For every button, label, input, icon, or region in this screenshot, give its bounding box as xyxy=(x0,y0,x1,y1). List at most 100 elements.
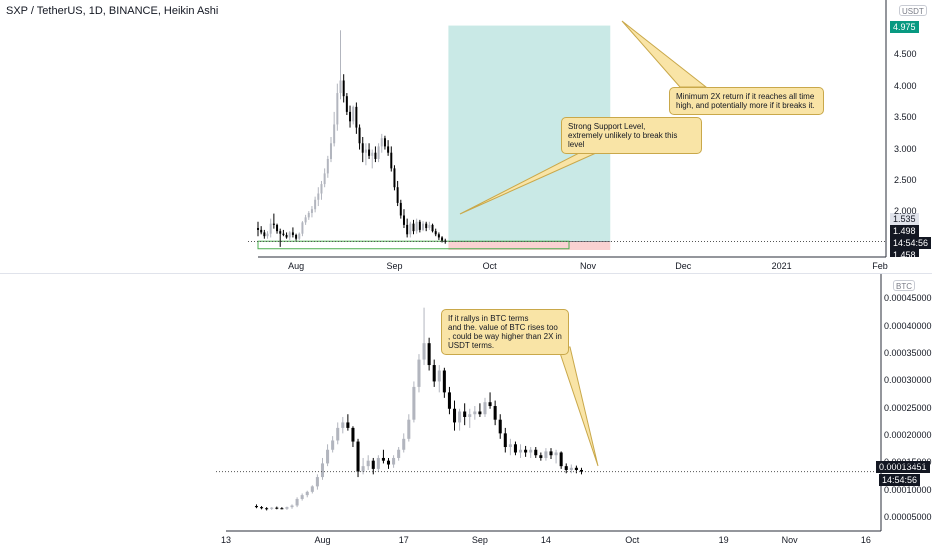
candle-body xyxy=(483,402,487,415)
candle-body xyxy=(425,223,428,229)
candle-body xyxy=(361,143,364,153)
btc-currency-badge[interactable]: BTC xyxy=(893,280,915,291)
candle-body xyxy=(402,438,406,450)
candle-body xyxy=(534,449,538,456)
candle-body xyxy=(431,224,434,232)
candle-body xyxy=(478,411,482,415)
candle-body xyxy=(377,146,380,159)
btc-countdown-timer: 14:54:56 xyxy=(879,474,921,486)
candle-body xyxy=(432,365,436,382)
candle-body xyxy=(381,457,385,461)
btc-time-tick: 17 xyxy=(398,535,409,545)
candle-body xyxy=(412,223,415,232)
btc-time-tick: 14 xyxy=(540,535,551,545)
btc-scale-label: 0.00035000 xyxy=(884,348,932,359)
candle-body xyxy=(412,386,416,420)
candle-body xyxy=(422,223,425,230)
usdt-time-tick: Nov xyxy=(580,261,597,271)
candle-body xyxy=(407,419,411,439)
candle-body xyxy=(418,221,421,230)
target-note[interactable]: Minimum 2X return if it reaches all time… xyxy=(669,87,824,115)
candle-body xyxy=(393,168,396,188)
btc-scale-label: 0.00020000 xyxy=(884,430,932,441)
usdt-scale-label: 3.000 xyxy=(894,143,917,154)
candle-body xyxy=(513,444,517,453)
candle-body xyxy=(257,228,259,230)
candle-body xyxy=(331,440,335,450)
candle-body xyxy=(579,469,583,472)
candle-body xyxy=(396,187,399,203)
support-note[interactable]: Strong Support Level, extremely unlikely… xyxy=(561,117,702,154)
usdt-time-tick: Dec xyxy=(675,261,692,271)
countdown-timer: 14:54:56 xyxy=(890,237,932,249)
candle-body xyxy=(559,452,563,467)
candle-body xyxy=(364,149,367,153)
candle-body xyxy=(356,441,360,472)
candle-body xyxy=(265,508,269,510)
candle-body xyxy=(295,234,298,239)
btc-time-tick: Nov xyxy=(781,535,798,545)
candle-body xyxy=(339,80,342,94)
candle-body xyxy=(493,406,497,420)
usdt-scale-label: 4.500 xyxy=(894,49,917,60)
candle-body xyxy=(276,224,279,232)
candle-body xyxy=(574,467,578,470)
candle-body xyxy=(380,138,383,147)
usdt-currency-badge[interactable]: USDT xyxy=(899,5,927,16)
candle-body xyxy=(441,237,444,241)
candle-body xyxy=(415,221,418,232)
candle-body xyxy=(351,427,355,442)
candle-body xyxy=(402,215,405,225)
candle-body xyxy=(291,232,294,235)
candle-body xyxy=(468,414,472,417)
low-price-tag: 1.458 xyxy=(890,249,919,257)
current-price-tag: 1.535 xyxy=(890,213,919,225)
candle-body xyxy=(386,460,391,465)
btc-time-tick: Aug xyxy=(314,535,331,545)
candle-body xyxy=(323,173,326,185)
candle-body xyxy=(397,449,401,458)
candle-body xyxy=(371,460,375,469)
candle-body xyxy=(569,467,573,470)
candle-body xyxy=(333,124,336,144)
candle-body xyxy=(260,507,264,509)
btc-scale-label: 0.00045000 xyxy=(884,293,932,304)
usdt-scale-label: 2.000 xyxy=(894,206,917,217)
candle-body xyxy=(488,402,492,407)
candle-body xyxy=(342,80,345,97)
candle-body xyxy=(326,158,329,174)
pane-divider[interactable] xyxy=(0,273,932,274)
candle-body xyxy=(383,138,386,147)
candle-body xyxy=(473,411,477,415)
candle-body xyxy=(374,152,377,159)
btc-note-line-3: , could be way higher than 2X in xyxy=(448,332,562,341)
candle-body xyxy=(427,343,431,366)
candle-body xyxy=(355,106,358,128)
candle-body xyxy=(310,209,313,213)
stop-zone[interactable] xyxy=(448,241,611,250)
candle-body xyxy=(346,422,350,428)
candle-body xyxy=(503,433,507,448)
candle-body xyxy=(447,392,451,409)
candle-body xyxy=(352,106,355,122)
btc-time-tick: 16 xyxy=(860,535,871,545)
candle-body xyxy=(458,411,462,423)
candle-body xyxy=(320,463,325,478)
candle-body xyxy=(320,184,323,194)
usdt-time-tick: Aug xyxy=(288,261,305,271)
candle-body xyxy=(266,233,269,237)
alt-price-tag: 1.498 xyxy=(890,225,919,237)
candle-body xyxy=(305,491,309,496)
candle-body xyxy=(368,149,371,156)
candle-body xyxy=(406,224,409,235)
candle-body xyxy=(544,451,548,458)
btc-note[interactable]: If it rallys in BTC terms and the. value… xyxy=(441,309,569,355)
btc-scale-label: 0.00030000 xyxy=(884,375,932,386)
usdt-time-tick: 2021 xyxy=(771,261,792,271)
usdt-scale-label: 4.000 xyxy=(894,80,917,91)
candle-body xyxy=(508,444,512,448)
usdt-time-tick: Oct xyxy=(482,261,497,271)
candle-body xyxy=(329,143,332,159)
